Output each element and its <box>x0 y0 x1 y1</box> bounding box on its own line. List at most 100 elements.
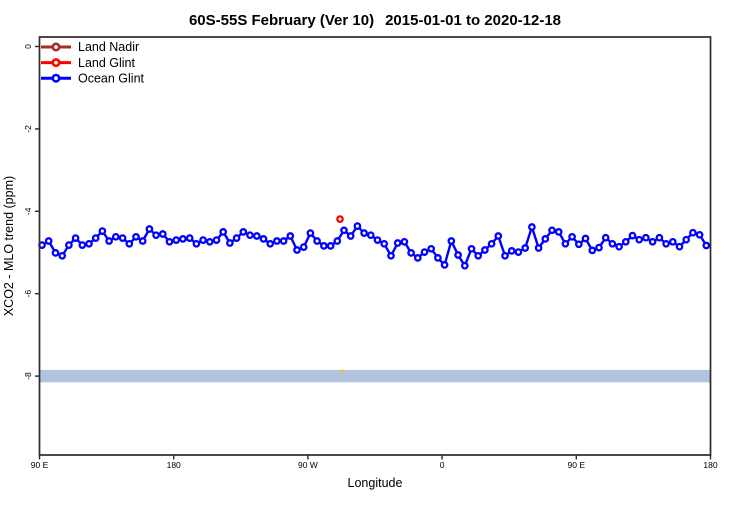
x-tick-label: 90 W <box>298 460 318 470</box>
data-point <box>118 234 127 242</box>
chart-title-date-range: 2015-01-01 to 2020-12-18 <box>385 12 561 29</box>
data-point <box>353 222 362 230</box>
data-point <box>132 232 140 241</box>
data-point <box>534 244 543 252</box>
data-point <box>44 237 53 245</box>
data-point <box>621 237 630 246</box>
data-point <box>212 236 221 244</box>
data-point <box>689 228 697 237</box>
data-point <box>125 239 134 248</box>
y-tick-label: -4 <box>23 207 33 215</box>
data-point <box>407 249 415 257</box>
data-point <box>165 237 174 246</box>
data-point <box>574 240 583 249</box>
series-land-glint <box>336 215 344 223</box>
data-point <box>420 248 429 256</box>
x-tick-label: 180 <box>167 460 181 470</box>
reference-band-layer <box>40 369 710 383</box>
data-point <box>548 226 556 235</box>
data-point <box>642 233 650 242</box>
data-point <box>682 235 691 244</box>
data-point <box>393 239 402 247</box>
data-point <box>588 246 597 255</box>
data-series-layer <box>38 215 711 270</box>
data-point <box>266 239 275 248</box>
data-point <box>447 237 456 245</box>
data-point <box>185 234 194 242</box>
data-point <box>427 244 436 253</box>
data-point <box>346 232 355 240</box>
data-point <box>474 251 483 260</box>
data-point <box>507 247 516 255</box>
data-point <box>246 231 254 240</box>
data-point <box>648 237 657 246</box>
data-point <box>568 232 576 241</box>
data-point <box>336 215 344 223</box>
data-point <box>615 242 623 251</box>
axis-layer: 90 E 180 90 W 0 90 E 180 0 -2 -4 -6 -8 <box>23 44 718 470</box>
data-point <box>702 241 711 250</box>
data-point <box>313 237 321 245</box>
y-tick-label: -2 <box>23 125 33 133</box>
data-point <box>440 261 449 269</box>
data-point <box>541 235 550 243</box>
data-point <box>400 237 409 246</box>
data-point <box>51 249 60 257</box>
y-axis-title: XCO2 - MLO trend (ppm) <box>2 176 16 316</box>
legend-item-land-nadir: Land Nadir <box>41 40 139 54</box>
data-point <box>360 229 368 237</box>
data-point <box>514 248 523 256</box>
data-point <box>581 234 590 243</box>
stray-yellow-mark <box>340 369 344 373</box>
reference-band <box>40 369 710 383</box>
data-point <box>387 251 395 260</box>
x-tick-label: 180 <box>703 460 717 470</box>
data-point <box>232 234 241 242</box>
legend-marker <box>51 73 61 83</box>
data-point <box>635 235 644 244</box>
legend-label: Land Nadir <box>78 40 139 54</box>
x-tick-label: 90 E <box>568 460 586 470</box>
data-point <box>333 237 342 245</box>
plot-border <box>38 36 712 456</box>
data-point <box>326 242 335 250</box>
data-point <box>138 237 147 245</box>
y-tick-label: -6 <box>23 290 33 298</box>
data-point <box>595 243 603 252</box>
data-point <box>239 228 248 236</box>
data-point <box>494 232 503 240</box>
data-point <box>65 241 73 249</box>
x-axis-title: Longitude <box>348 476 403 490</box>
series-line <box>41 224 708 267</box>
data-point <box>608 239 617 248</box>
data-point <box>205 237 214 246</box>
data-point <box>279 237 288 245</box>
data-point <box>71 234 80 242</box>
x-tick-label: 90 E <box>31 460 49 470</box>
data-point <box>306 229 315 237</box>
data-point <box>192 239 201 248</box>
data-point <box>219 228 228 236</box>
data-point <box>366 231 375 240</box>
data-point <box>561 239 570 248</box>
data-point <box>286 232 295 240</box>
data-point <box>521 244 530 252</box>
y-tick-label: -8 <box>23 372 33 380</box>
data-point <box>226 239 234 247</box>
data-point <box>434 254 442 262</box>
data-point <box>179 235 187 243</box>
data-point <box>320 242 328 250</box>
data-point <box>111 232 120 241</box>
x-tick-label: 0 <box>440 460 445 470</box>
data-point <box>98 227 107 235</box>
legend-marker <box>51 42 61 52</box>
legend-marker <box>51 58 61 68</box>
data-point <box>487 239 496 248</box>
data-point <box>481 246 489 254</box>
data-point <box>413 254 422 262</box>
data-point <box>78 241 87 249</box>
chart-title-region-period: 60S-55S February (Ver 10) <box>189 12 374 29</box>
